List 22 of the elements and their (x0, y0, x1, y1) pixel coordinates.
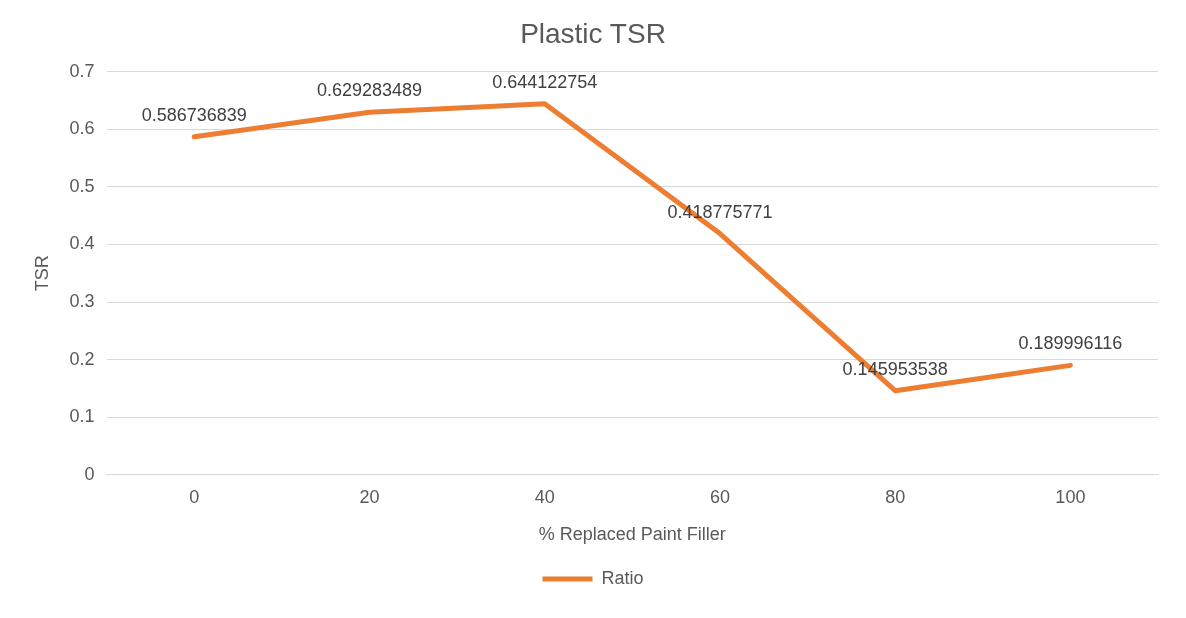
x-axis-title: % Replaced Paint Filler (538, 524, 726, 545)
legend-label: Ratio (601, 567, 644, 588)
y-tick-label: 0.2 (69, 348, 95, 369)
y-tick-label: 0 (84, 463, 95, 484)
data-label: 0.189996116 (1018, 333, 1123, 354)
data-label: 0.586736839 (141, 104, 247, 125)
x-tick-label: 20 (359, 486, 380, 507)
data-label: 0.644122754 (492, 71, 598, 92)
x-tick-label: 0 (189, 486, 200, 507)
y-axis-title: TSR (31, 255, 52, 292)
y-tick-label: 0.1 (69, 406, 95, 427)
x-tick-label: 60 (709, 486, 730, 507)
y-tick-label: 0.4 (69, 233, 95, 254)
y-tick-label: 0.3 (69, 290, 95, 311)
x-tick-label: 80 (885, 486, 906, 507)
chart-title: Plastic TSR (520, 17, 666, 49)
x-tick-label: 40 (534, 486, 555, 507)
data-label: 0.629283489 (316, 80, 423, 101)
y-tick-label: 0.6 (69, 118, 95, 139)
y-tick-label: 0.5 (69, 175, 95, 196)
x-tick-label: 100 (1055, 486, 1086, 507)
y-tick-label: 0.7 (69, 60, 95, 81)
